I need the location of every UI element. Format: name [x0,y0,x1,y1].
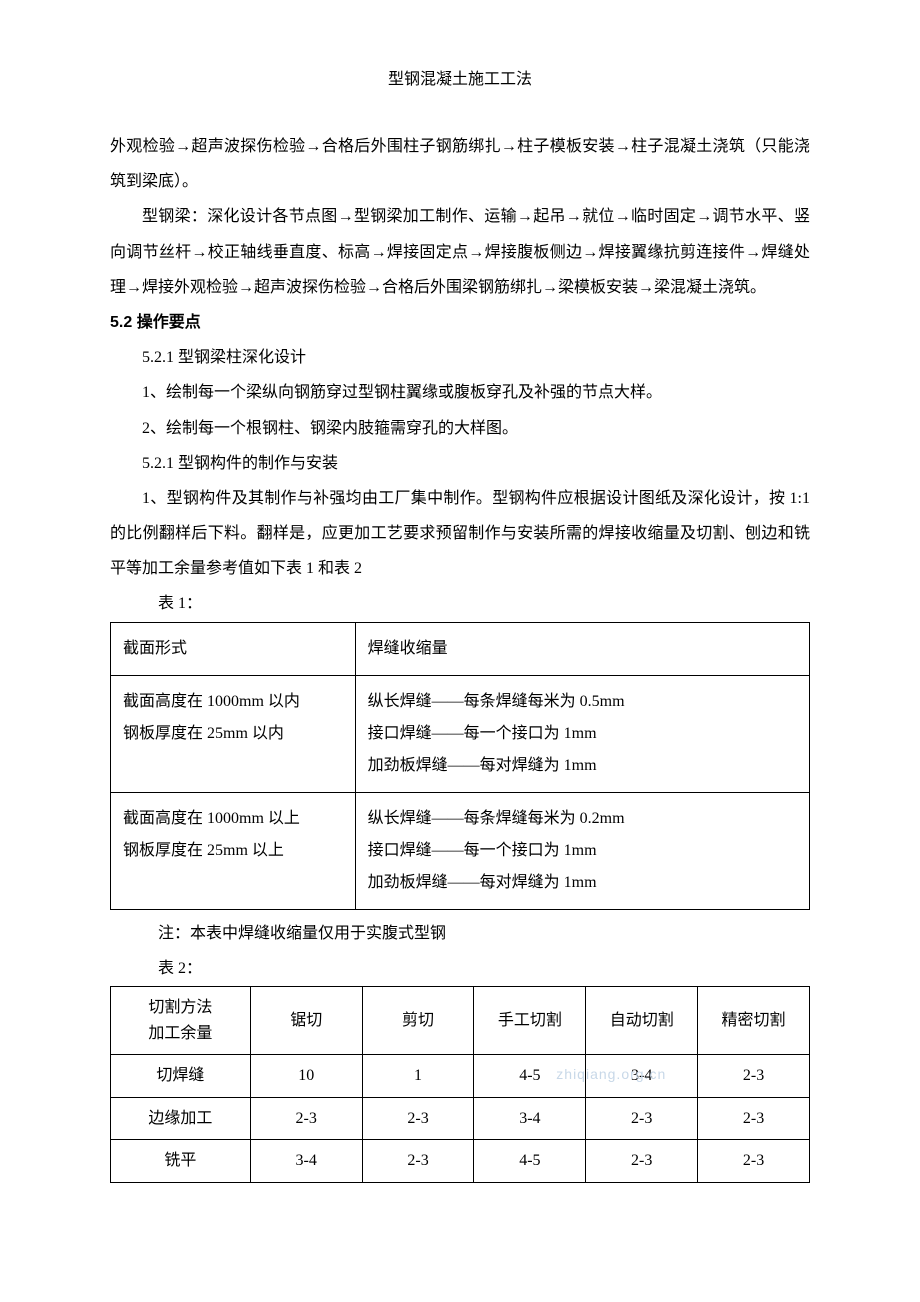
table-cell: 2-3 [698,1140,810,1183]
table1-label: 表 1： [110,586,810,621]
table-cell: 边缘加工 [111,1097,251,1140]
cell-line: 切割方法 [115,995,246,1021]
cell-line: 钢板厚度在 25mm 以上 [123,835,343,867]
table-cell: 1 [362,1055,474,1098]
table-cell: 截面高度在 1000mm 以内 钢板厚度在 25mm 以内 [111,675,356,792]
cell-line: 接口焊缝——每一个接口为 1mm [368,835,797,867]
list-item-2: 2、绘制每一个根钢柱、钢梁内肢箍需穿孔的大样图。 [110,411,810,446]
table-cell: 截面高度在 1000mm 以上 钢板厚度在 25mm 以上 [111,792,356,909]
table-cell: 切割方法 加工余量 [111,987,251,1055]
table-cell: 2-3 [586,1097,698,1140]
table-1: 截面形式 焊缝收缩量 截面高度在 1000mm 以内 钢板厚度在 25mm 以内… [110,622,810,910]
table-2: 切割方法 加工余量 锯切 剪切 手工切割 自动切割 精密切割 切焊缝 10 1 … [110,986,810,1183]
table-cell: 2-3 [698,1055,810,1098]
table-cell: 铣平 [111,1140,251,1183]
table-cell: 剪切 [362,987,474,1055]
page-header-title: 型钢混凝土施工工法 [110,65,810,89]
cell-line: 钢板厚度在 25mm 以内 [123,718,343,750]
table-row: 截面高度在 1000mm 以上 钢板厚度在 25mm 以上 纵长焊缝——每条焊缝… [111,792,810,909]
paragraph-3: 1、型钢构件及其制作与补强均由工厂集中制作。型钢构件应根据设计图纸及深化设计，按… [110,481,810,587]
table-cell: 3-4 [474,1097,586,1140]
table-row: 边缘加工 2-3 2-3 3-4 2-3 2-3 [111,1097,810,1140]
table-cell: 切焊缝 [111,1055,251,1098]
document-page: 型钢混凝土施工工法 外观检验→超声波探伤检验→合格后外围柱子钢筋绑扎→柱子模板安… [0,0,920,1302]
heading-5-2-1a: 5.2.1 型钢梁柱深化设计 [110,340,810,375]
table-cell: 2-3 [362,1097,474,1140]
heading-5-2: 5.2 操作要点 [110,305,810,340]
table-cell: 纵长焊缝——每条焊缝每米为 0.2mm 接口焊缝——每一个接口为 1mm 加劲板… [355,792,809,909]
cell-line: 加工余量 [115,1021,246,1047]
table-row: 铣平 3-4 2-3 4-5 2-3 2-3 [111,1140,810,1183]
cell-line: 截面高度在 1000mm 以内 [123,686,343,718]
table-row: 截面形式 焊缝收缩量 [111,622,810,675]
table-row: 切割方法 加工余量 锯切 剪切 手工切割 自动切割 精密切割 [111,987,810,1055]
cell-line: 纵长焊缝——每条焊缝每米为 0.5mm [368,686,797,718]
table-cell: 精密切割 [698,987,810,1055]
table-cell: 2-3 [250,1097,362,1140]
table2-label: 表 2： [110,951,810,986]
heading-5-2-1b: 5.2.1 型钢构件的制作与安装 [110,446,810,481]
table-cell: zhiqiang.org.cn 3-4 [586,1055,698,1098]
cell-line: 纵长焊缝——每条焊缝每米为 0.2mm [368,803,797,835]
table-cell: 10 [250,1055,362,1098]
table-row: 切焊缝 10 1 4-5 zhiqiang.org.cn 3-4 2-3 [111,1055,810,1098]
cell-line: 接口焊缝——每一个接口为 1mm [368,718,797,750]
table-cell: 2-3 [586,1140,698,1183]
paragraph-2: 型钢梁：深化设计各节点图→型钢梁加工制作、运输→起吊→就位→临时固定→调节水平、… [110,199,810,305]
table-cell: 截面形式 [111,622,356,675]
cell-line: 截面高度在 1000mm 以上 [123,803,343,835]
paragraph-1: 外观检验→超声波探伤检验→合格后外围柱子钢筋绑扎→柱子模板安装→柱子混凝土浇筑（… [110,129,810,199]
table-cell: 纵长焊缝——每条焊缝每米为 0.5mm 接口焊缝——每一个接口为 1mm 加劲板… [355,675,809,792]
table-cell: 手工切割 [474,987,586,1055]
table-cell: 3-4 [250,1140,362,1183]
table-cell: 2-3 [698,1097,810,1140]
table-row: 截面高度在 1000mm 以内 钢板厚度在 25mm 以内 纵长焊缝——每条焊缝… [111,675,810,792]
table-cell: 锯切 [250,987,362,1055]
list-item-1: 1、绘制每一个梁纵向钢筋穿过型钢柱翼缘或腹板穿孔及补强的节点大样。 [110,375,810,410]
table-cell: 自动切割 [586,987,698,1055]
table-cell: 焊缝收缩量 [355,622,809,675]
table-cell: 2-3 [362,1140,474,1183]
watermark-text: zhiqiang.org.cn [556,1063,666,1085]
cell-line: 加劲板焊缝——每对焊缝为 1mm [368,867,797,899]
table1-note: 注：本表中焊缝收缩量仅用于实腹式型钢 [110,916,810,951]
cell-line: 加劲板焊缝——每对焊缝为 1mm [368,750,797,782]
table-cell: 4-5 [474,1140,586,1183]
